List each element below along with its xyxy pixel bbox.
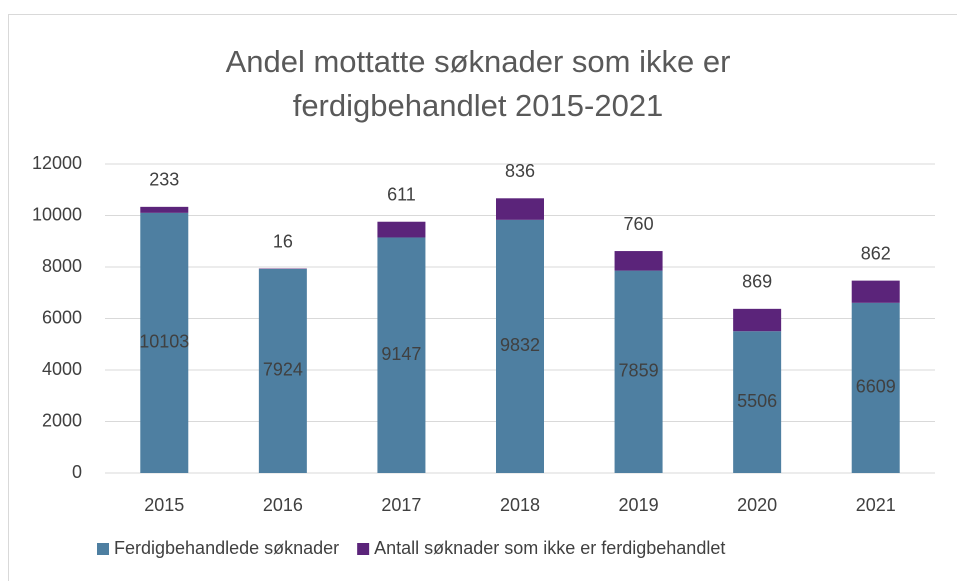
data-label: 611 <box>387 184 416 204</box>
x-tick-label: 2019 <box>619 495 659 515</box>
data-label: 9832 <box>500 335 540 355</box>
bar-segment <box>140 206 189 213</box>
y-tick-label: 0 <box>72 462 82 482</box>
data-label: 862 <box>861 243 891 263</box>
bar-segment <box>733 308 782 332</box>
data-label: 7924 <box>263 360 303 380</box>
bar-segment <box>851 280 900 303</box>
data-label: 7859 <box>619 361 659 381</box>
y-tick-label: 2000 <box>42 410 82 430</box>
chart-frame <box>8 14 957 581</box>
legend-label: Ferdigbehandlede søknader <box>114 538 339 558</box>
y-tick-label: 4000 <box>42 359 82 379</box>
bar-segment <box>614 251 663 271</box>
y-tick-label: 12000 <box>32 153 82 173</box>
bar-segment <box>733 331 782 473</box>
data-label: 6609 <box>856 377 896 397</box>
x-tick-label: 2021 <box>856 495 896 515</box>
x-tick-label: 2020 <box>737 495 777 515</box>
bar-segment <box>377 221 426 238</box>
x-tick-label: 2017 <box>381 495 421 515</box>
data-label: 760 <box>624 214 654 234</box>
data-label: 869 <box>742 272 772 292</box>
y-tick-label: 10000 <box>32 204 82 224</box>
data-label: 16 <box>273 231 293 251</box>
bar-segment <box>377 237 426 473</box>
data-label: 9147 <box>381 344 421 364</box>
bar-segment <box>614 270 663 473</box>
x-tick-label: 2016 <box>263 495 303 515</box>
bar-segment <box>496 219 544 473</box>
legend-swatch <box>357 543 370 555</box>
bar-segment <box>496 198 544 220</box>
data-label: 10103 <box>139 332 189 352</box>
x-tick-label: 2018 <box>500 495 540 515</box>
x-tick-label: 2015 <box>144 495 184 515</box>
y-tick-label: 8000 <box>42 256 82 276</box>
bar-segment <box>258 268 307 473</box>
bar-segment <box>851 302 900 473</box>
data-label: 836 <box>505 161 535 181</box>
data-label: 5506 <box>737 391 777 411</box>
bar-segment <box>140 212 189 473</box>
legend-label: Antall søknader som ikke er ferdigbehand… <box>374 538 725 558</box>
y-tick-label: 6000 <box>42 307 82 327</box>
legend-swatch <box>97 543 109 555</box>
chart-title: Andel mottatte søknader som ikke er ferd… <box>225 44 731 123</box>
data-label: 233 <box>149 170 179 190</box>
